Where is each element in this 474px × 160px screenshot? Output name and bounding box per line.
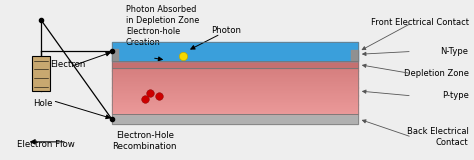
Bar xyxy=(112,102,357,104)
Bar xyxy=(112,76,357,77)
Bar xyxy=(112,74,357,75)
Bar xyxy=(112,89,357,90)
Bar xyxy=(112,112,357,114)
Bar xyxy=(32,56,50,91)
Bar xyxy=(112,88,357,89)
Bar xyxy=(112,81,357,82)
Bar xyxy=(112,94,357,96)
Text: Hole: Hole xyxy=(33,99,52,108)
Bar xyxy=(112,84,357,85)
Bar xyxy=(112,75,357,76)
Text: Electron Flow: Electron Flow xyxy=(17,140,74,149)
Bar xyxy=(112,82,357,83)
Bar xyxy=(112,61,357,68)
Bar xyxy=(112,103,357,105)
Bar xyxy=(112,114,357,124)
Bar xyxy=(112,96,357,98)
Bar xyxy=(112,90,357,91)
Bar xyxy=(112,42,357,61)
Bar xyxy=(112,61,357,68)
Bar xyxy=(112,69,357,71)
Bar xyxy=(112,73,357,74)
Text: Photon Absorbed
in Depletion Zone
Electron-hole
Creation: Photon Absorbed in Depletion Zone Electr… xyxy=(126,5,199,47)
Text: Electron-Hole
Recombination: Electron-Hole Recombination xyxy=(113,131,177,151)
Bar xyxy=(112,100,357,101)
Bar xyxy=(112,85,357,86)
Text: Back Electrical
Contact: Back Electrical Contact xyxy=(407,127,469,147)
Text: N-Type: N-Type xyxy=(440,47,469,56)
Text: P-type: P-type xyxy=(442,91,469,100)
Bar xyxy=(112,72,357,73)
Bar xyxy=(112,114,357,124)
Bar xyxy=(112,70,357,72)
Bar xyxy=(112,80,357,81)
Bar xyxy=(112,68,357,69)
Bar xyxy=(112,101,357,102)
Bar xyxy=(112,78,357,80)
Bar xyxy=(112,93,357,94)
Bar xyxy=(112,49,118,61)
Bar xyxy=(112,91,357,92)
Bar xyxy=(112,98,357,99)
Text: Depletion Zone: Depletion Zone xyxy=(403,69,469,78)
Text: Photon: Photon xyxy=(211,26,241,35)
Bar xyxy=(112,106,357,107)
Bar xyxy=(112,110,357,111)
Bar xyxy=(112,68,357,114)
Bar xyxy=(112,108,357,109)
Bar xyxy=(112,77,357,79)
Bar xyxy=(112,111,357,112)
Bar xyxy=(351,50,357,61)
Text: Electron: Electron xyxy=(50,60,86,69)
Bar xyxy=(112,107,357,108)
Bar xyxy=(112,92,357,93)
Bar xyxy=(112,95,357,97)
Bar xyxy=(112,86,357,88)
Text: Front Electrical Contact: Front Electrical Contact xyxy=(371,18,469,27)
Bar xyxy=(112,83,357,84)
Bar xyxy=(112,109,357,110)
Bar xyxy=(112,99,357,100)
Bar xyxy=(112,104,357,106)
Bar xyxy=(112,42,357,61)
